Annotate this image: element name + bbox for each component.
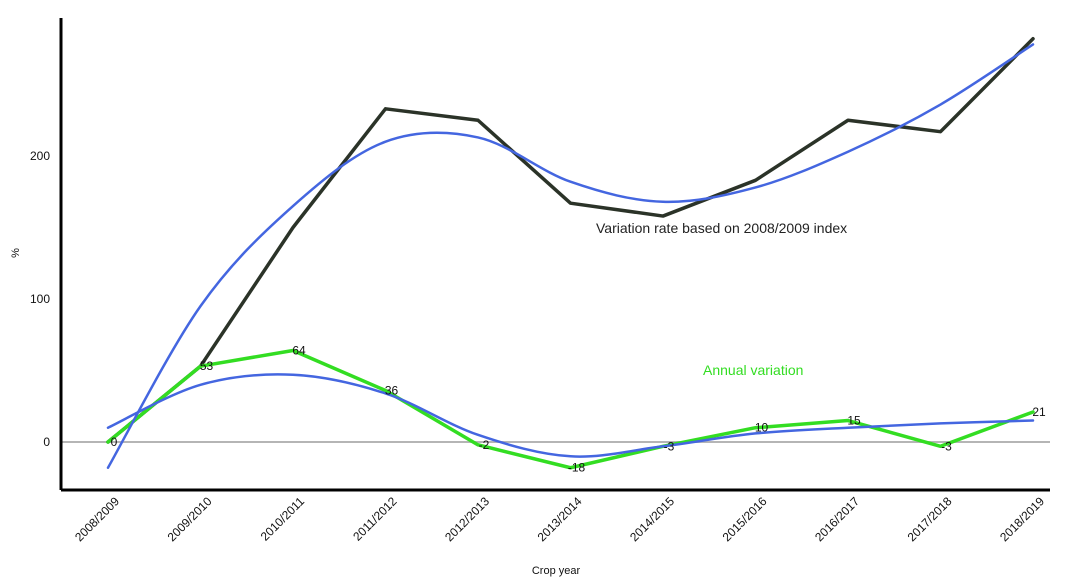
x-tick-label: 2016/2017 — [812, 494, 862, 544]
series-line-annual — [106, 348, 1035, 470]
data-label: 10 — [755, 421, 769, 435]
annotation-cumulative: Variation rate based on 2008/2009 index — [596, 220, 847, 236]
y-tick-label: 0 — [43, 435, 50, 449]
x-tick-label: 2015/2016 — [720, 494, 770, 544]
x-tick-label: 2011/2012 — [350, 494, 400, 544]
label-layer: 0 53 64 36 -2 -18 -3 10 15 -3 21 — [111, 343, 1046, 474]
data-label: 64 — [292, 343, 306, 357]
x-tick-label: 2014/2015 — [627, 494, 677, 544]
series-layer — [106, 36, 1035, 470]
data-label: -3 — [664, 439, 675, 453]
series-line-cumulative-trend — [106, 43, 1035, 469]
x-tick-label: 2013/2014 — [535, 494, 585, 544]
x-tick-label: 2010/2011 — [258, 494, 308, 544]
y-axis-title: % — [10, 248, 22, 258]
data-label: -2 — [479, 438, 490, 452]
data-label: 36 — [385, 384, 399, 398]
x-tick-label: 2012/2013 — [442, 494, 492, 544]
x-tick-label: 2008/2009 — [72, 494, 122, 544]
annotation-annual: Annual variation — [703, 362, 803, 378]
x-tick-label: 2009/2010 — [165, 494, 215, 544]
x-axis-title: Crop year — [532, 565, 581, 577]
data-label: 53 — [200, 359, 214, 373]
data-label: -18 — [568, 461, 586, 475]
x-tick-label: 2017/2018 — [905, 494, 955, 544]
y-tick-label: 200 — [30, 149, 50, 163]
x-tick-label: 2018/2019 — [997, 494, 1047, 544]
data-label: 15 — [847, 414, 861, 428]
series-line-cumulative — [106, 36, 1035, 444]
data-label: 0 — [111, 435, 118, 449]
data-label: -3 — [941, 439, 952, 453]
data-label: 21 — [1032, 405, 1046, 419]
y-tick-label: 100 — [30, 292, 50, 306]
series-line-annual-trend — [106, 373, 1035, 458]
